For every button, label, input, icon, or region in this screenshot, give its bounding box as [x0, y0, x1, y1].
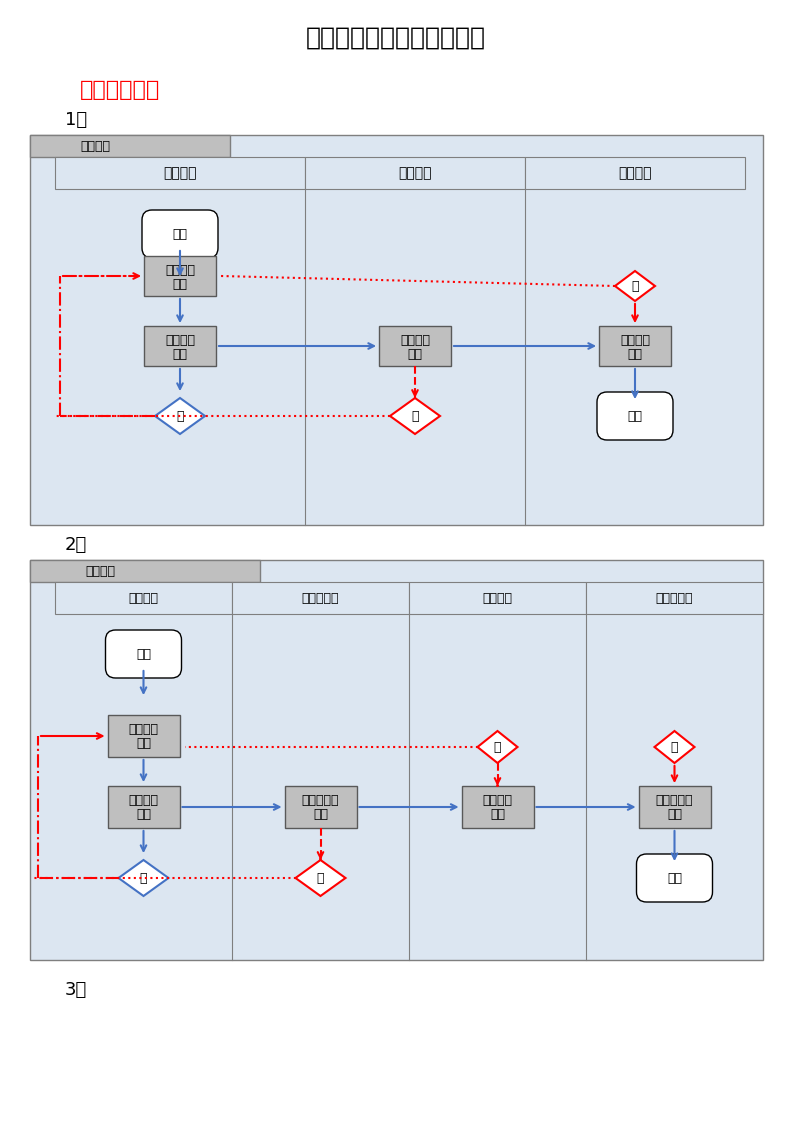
Text: 转出学校: 转出学校 — [398, 166, 431, 180]
Bar — [55, 582, 232, 614]
FancyBboxPatch shape — [142, 210, 218, 258]
Text: 提交转学: 提交转学 — [165, 264, 195, 276]
Bar — [144, 327, 216, 366]
Text: 1、: 1、 — [65, 111, 87, 129]
Text: 提交转学: 提交转学 — [128, 723, 159, 736]
Polygon shape — [390, 398, 440, 434]
Text: 转入学校: 转入学校 — [128, 793, 159, 807]
Polygon shape — [654, 732, 695, 763]
Bar — [232, 582, 409, 614]
Text: 转入学校: 转入学校 — [128, 591, 159, 605]
Text: 转出学校: 转出学校 — [400, 333, 430, 347]
Text: 转入教育局: 转入教育局 — [302, 793, 339, 807]
Polygon shape — [615, 272, 655, 301]
Text: 审核: 审核 — [136, 808, 151, 820]
Bar — [30, 135, 230, 157]
Text: 3、: 3、 — [65, 981, 87, 999]
Bar — [144, 256, 216, 296]
Text: 否: 否 — [412, 410, 419, 423]
Text: 申请: 申请 — [173, 277, 187, 291]
Text: 转出教育局: 转出教育局 — [656, 793, 693, 807]
Text: 审核: 审核 — [408, 348, 423, 360]
Text: 转出学校: 转出学校 — [482, 793, 512, 807]
FancyBboxPatch shape — [597, 392, 673, 440]
Text: 转入学校: 转入学校 — [163, 166, 197, 180]
Text: 审核: 审核 — [667, 808, 682, 820]
Bar — [55, 157, 305, 188]
Bar — [409, 582, 586, 614]
Text: 市外转学: 市外转学 — [85, 564, 115, 578]
Text: 否: 否 — [494, 741, 501, 754]
Text: 转入学校: 转入学校 — [165, 333, 195, 347]
Text: 否: 否 — [631, 279, 638, 293]
Text: 否: 否 — [316, 872, 324, 884]
Text: 局管教股: 局管教股 — [620, 333, 650, 347]
Text: 审核: 审核 — [313, 808, 328, 820]
Bar — [108, 787, 179, 828]
Text: 否: 否 — [671, 741, 678, 754]
Bar — [285, 787, 357, 828]
Text: 审核: 审核 — [627, 348, 642, 360]
Bar — [108, 715, 179, 757]
Bar — [525, 157, 745, 188]
Bar — [638, 787, 711, 828]
Bar — [30, 560, 763, 960]
Text: 转入教育局: 转入教育局 — [302, 591, 339, 605]
Bar — [30, 135, 763, 525]
Text: 转出学校: 转出学校 — [482, 591, 512, 605]
Text: 一、转学流程: 一、转学流程 — [80, 80, 160, 100]
FancyBboxPatch shape — [637, 854, 712, 902]
Bar — [30, 560, 260, 582]
Bar — [305, 157, 525, 188]
Text: 电子学籍管理办法有关规定: 电子学籍管理办法有关规定 — [306, 26, 486, 50]
Text: 结束: 结束 — [627, 410, 642, 423]
Text: 结束: 结束 — [667, 872, 682, 884]
Polygon shape — [296, 859, 346, 896]
Polygon shape — [155, 398, 205, 434]
Text: 开始: 开始 — [173, 228, 187, 240]
Bar — [462, 787, 534, 828]
Polygon shape — [477, 732, 518, 763]
Text: 开始: 开始 — [136, 647, 151, 661]
Text: 否: 否 — [176, 410, 184, 423]
Text: 申请: 申请 — [136, 736, 151, 749]
Text: 转出教育局: 转出教育局 — [656, 591, 693, 605]
Polygon shape — [118, 859, 168, 896]
Text: 审核: 审核 — [173, 348, 187, 360]
Bar — [599, 327, 671, 366]
Text: 局管教股: 局管教股 — [619, 166, 652, 180]
Bar — [379, 327, 451, 366]
Text: 2、: 2、 — [65, 536, 87, 554]
Text: 市内转学: 市内转学 — [80, 139, 110, 153]
Text: 审核: 审核 — [490, 808, 505, 820]
Text: 否: 否 — [140, 872, 147, 884]
Bar — [586, 582, 763, 614]
FancyBboxPatch shape — [105, 629, 182, 678]
